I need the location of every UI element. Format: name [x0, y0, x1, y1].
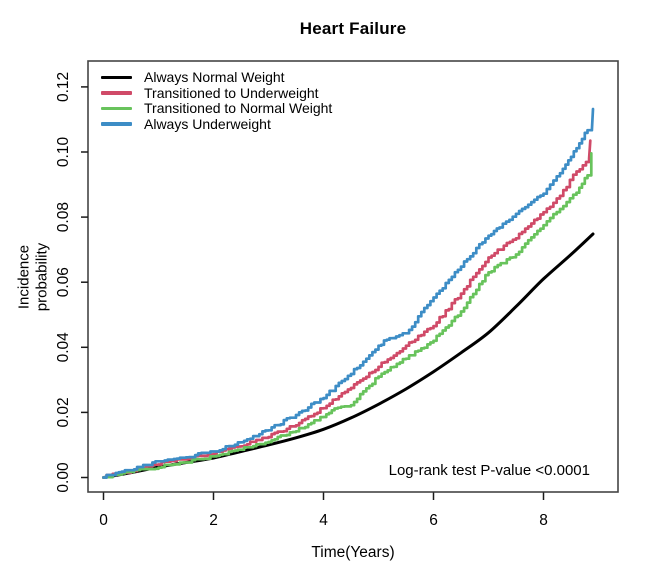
x-tick-label: 0 — [99, 512, 108, 529]
y-tick-label: 0.06 — [55, 267, 72, 297]
x-tick-label: 2 — [209, 512, 218, 529]
y-tick-label: 0.04 — [55, 332, 72, 363]
legend-label: Always Underweight — [144, 115, 271, 132]
legend: Always Normal Weight Transitioned to Und… — [101, 69, 333, 132]
legend-item: Transitioned to Underweight — [101, 84, 332, 101]
x-tick-label: 6 — [429, 512, 438, 529]
y-tick-label: 0.10 — [55, 137, 72, 168]
legend-line-swatch — [101, 106, 132, 111]
plot-box — [87, 60, 619, 493]
y-tick-label: 0.12 — [55, 72, 72, 102]
series-curve-always-normal-weight — [102, 232, 595, 479]
legend-line-swatch — [101, 122, 132, 126]
legend-label: Always Normal Weight — [144, 69, 285, 85]
chart-title: Heart Failure — [299, 19, 407, 38]
y-tick-label: 0.00 — [55, 462, 72, 493]
legend-item: Always Underweight — [101, 115, 332, 132]
y-tick-label: 0.08 — [55, 202, 72, 232]
legend-line-swatch — [101, 91, 132, 95]
legend-item: Transitioned to Normal Weight — [101, 100, 333, 116]
series-curve-always-underweight — [102, 107, 595, 479]
y-axis-title: Incidence probability — [15, 242, 50, 312]
legend-label: Transitioned to Underweight — [144, 84, 319, 101]
pvalue-annotation: Log-rank test P-value <0.0001 — [388, 462, 590, 479]
x-axis-title: Time(Years) — [311, 544, 395, 561]
x-tick-label: 4 — [319, 512, 328, 529]
legend-label: Transitioned to Normal Weight — [144, 100, 333, 116]
legend-line-swatch — [101, 75, 132, 80]
y-tick-label: 0.02 — [55, 397, 72, 427]
legend-item: Always Normal Weight — [101, 69, 332, 85]
series-curve-transitioned-to-normal-weight — [102, 151, 593, 479]
series-curve-transitioned-to-underweight — [102, 139, 592, 479]
x-tick-label: 8 — [539, 512, 548, 529]
